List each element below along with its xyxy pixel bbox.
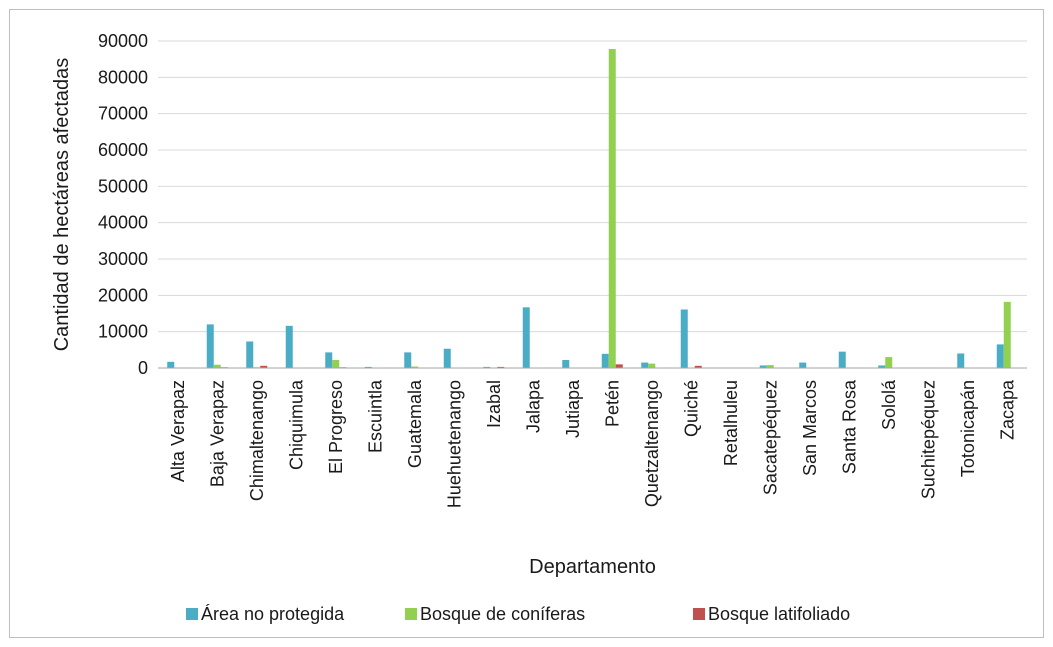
x-tick-label: Sacatepéquez — [760, 380, 780, 495]
bar-1 — [838, 351, 846, 368]
x-tick-label: Quetzaltenango — [642, 380, 662, 507]
bar-1 — [996, 344, 1004, 368]
x-tick-label: Quiché — [681, 380, 701, 437]
bar-1 — [285, 325, 293, 368]
bar-1 — [799, 362, 807, 368]
legend-swatch-1 — [186, 608, 198, 620]
y-tick-label: 20000 — [98, 285, 148, 305]
bar-2 — [648, 363, 656, 368]
bar-1 — [601, 353, 609, 368]
x-tick-label: Escuintla — [365, 379, 385, 453]
x-tick-label: San Marcos — [800, 380, 820, 476]
x-tick-label: El Progreso — [326, 380, 346, 474]
bar-1 — [680, 309, 688, 368]
x-tick-label: Guatemala — [405, 379, 425, 468]
y-tick-label: 90000 — [98, 31, 148, 51]
x-tick-label: Sololá — [879, 379, 899, 430]
bar-2 — [766, 365, 774, 368]
bar-1 — [364, 366, 372, 368]
x-tick-label: Santa Rosa — [839, 379, 859, 474]
bar-1 — [641, 362, 649, 368]
bar-1 — [878, 365, 886, 368]
bar-1 — [167, 361, 175, 368]
y-tick-label: 0 — [138, 358, 148, 378]
bar-1 — [759, 365, 767, 368]
x-tick-label: Jutiapa — [563, 379, 583, 438]
bar-3 — [260, 365, 268, 368]
y-tick-label: 40000 — [98, 213, 148, 233]
bar-1 — [522, 307, 530, 368]
x-axis-title: Departamento — [529, 556, 656, 578]
y-tick-label: 70000 — [98, 104, 148, 124]
legend-label-2: Bosque de coníferas — [420, 604, 585, 624]
legend-swatch-3 — [693, 608, 705, 620]
x-tick-label: Baja Verapaz — [207, 380, 227, 487]
bar-2 — [332, 360, 340, 368]
x-tick-label: Totonicapán — [958, 380, 978, 477]
y-tick-label: 50000 — [98, 176, 148, 196]
bar-2 — [213, 364, 221, 368]
x-tick-label: Alta Verapaz — [168, 380, 188, 482]
legend-swatch-2 — [405, 608, 417, 620]
bar-3 — [615, 364, 623, 368]
bar-2 — [608, 48, 616, 368]
bar-1 — [443, 348, 451, 368]
x-tick-label: Chiquimula — [286, 379, 306, 470]
bar-1 — [483, 366, 491, 368]
y-tick-label: 60000 — [98, 140, 148, 160]
legend-label-3: Bosque latifoliado — [708, 604, 850, 624]
bar-1 — [957, 353, 965, 368]
y-tick-label: 80000 — [98, 67, 148, 87]
y-tick-label: 10000 — [98, 322, 148, 342]
bar-1 — [325, 352, 333, 368]
x-tick-label: Jalapa — [523, 379, 543, 433]
y-tick-label: 30000 — [98, 249, 148, 269]
x-tick-label: Petén — [602, 380, 622, 427]
bar-2 — [1003, 301, 1011, 368]
y-axis-title: Cantidad de hectáreas afectadas — [51, 58, 73, 352]
legend-label-1: Área no protegida — [201, 604, 345, 624]
bar-1 — [404, 352, 412, 368]
bar-2 — [885, 357, 893, 368]
x-tick-label: Izabal — [484, 380, 504, 428]
bar-1 — [562, 360, 570, 368]
bar-3 — [694, 365, 702, 368]
x-tick-label: Zacapa — [997, 379, 1017, 440]
bar-1 — [246, 341, 254, 368]
x-tick-label: Retalhuleu — [721, 380, 741, 466]
x-tick-label: Suchitepéquez — [918, 380, 938, 499]
x-tick-label: Huehuetenango — [444, 380, 464, 508]
x-tick-label: Chimaltenango — [247, 380, 267, 501]
bar-2 — [411, 366, 419, 368]
bar-1 — [206, 324, 214, 368]
bar-3 — [497, 366, 505, 368]
